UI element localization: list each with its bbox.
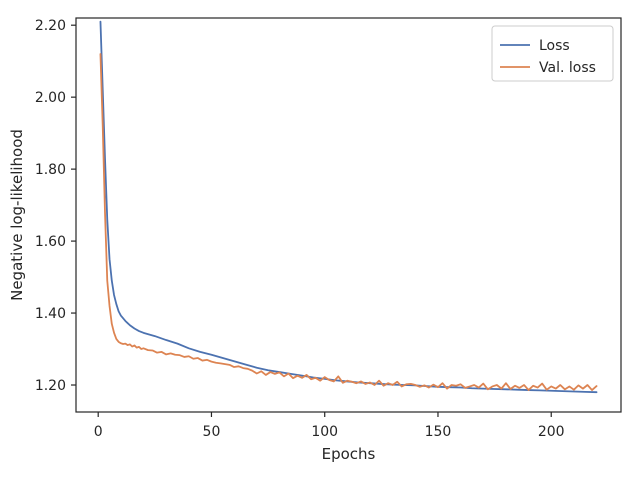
y-tick-label: 1.40	[35, 306, 66, 322]
x-axis-label: Epochs	[322, 445, 376, 463]
y-axis-label: Negative log-likelihood	[8, 129, 26, 301]
series-line-0	[99, 20, 598, 394]
series-line-1	[99, 53, 598, 391]
y-tick-label: 1.20	[35, 378, 66, 394]
x-tick-label: 50	[203, 424, 221, 440]
x-tick-label: 200	[538, 424, 565, 440]
y-tick-label: 1.60	[35, 234, 66, 250]
plot-frame	[75, 17, 622, 413]
y-tick-label: 2.20	[35, 18, 66, 34]
x-tick-label: 150	[425, 424, 452, 440]
legend: Loss Val. loss	[491, 25, 614, 82]
plot-lines	[99, 20, 598, 394]
x-axis: 0 50 100 150 200	[94, 412, 565, 440]
y-axis: 1.20 1.40 1.60 1.80 2.00 2.20	[35, 18, 76, 394]
y-tick-label: 2.00	[35, 90, 66, 106]
legend-label: Val. loss	[539, 60, 596, 76]
x-tick-label: 100	[311, 424, 338, 440]
legend-label: Loss	[539, 38, 570, 54]
x-tick-label: 0	[94, 424, 103, 440]
y-tick-label: 1.80	[35, 162, 66, 178]
